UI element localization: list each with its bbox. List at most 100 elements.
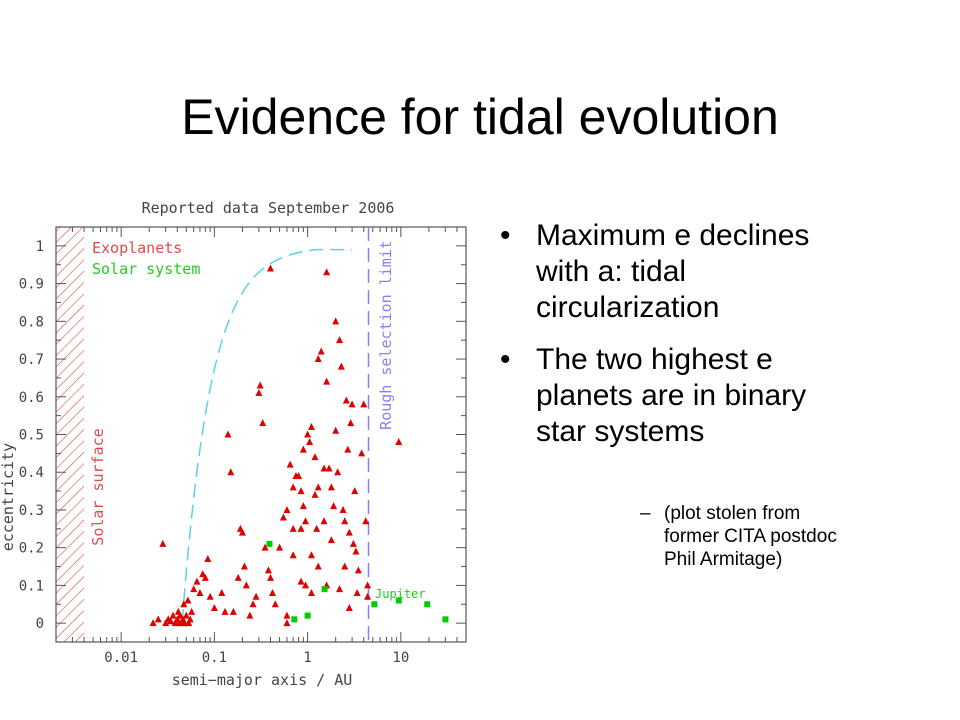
exoplanet-point (249, 600, 257, 608)
exoplanet-point (302, 581, 310, 589)
exoplanet-point (323, 377, 331, 385)
exoplanet-point (289, 551, 297, 559)
exoplanet-point (196, 588, 204, 596)
eccentricity-scatter-chart: Reported data September 2006 0.01 0.1 1 100… (0, 199, 467, 689)
exoplanet-point (218, 588, 226, 596)
exoplanet-point (332, 426, 340, 434)
exoplanet-point (347, 419, 355, 427)
bullet-item: • The two highest e planets are in binar… (492, 342, 862, 450)
legend-solar-system: Solar system (92, 260, 200, 278)
exoplanet-point (297, 524, 305, 532)
exoplanet-point (364, 592, 372, 600)
exoplanet-point (286, 460, 294, 468)
exoplanet-point (221, 607, 229, 615)
exoplanet-point (271, 600, 279, 608)
exoplanet-point (320, 517, 328, 525)
exoplanet-point (234, 573, 242, 581)
exoplanet-point (204, 555, 212, 562)
exoplanet-point (323, 268, 331, 276)
exoplanet-point (358, 449, 366, 457)
exoplanet-point (334, 468, 342, 476)
exoplanet-point (176, 611, 184, 619)
exoplanet-point (297, 577, 305, 585)
bullet-list: • Maximum e declines with a: tidal circu… (492, 218, 862, 466)
exoplanet-point (295, 472, 303, 479)
solar-system-point (442, 616, 449, 623)
exoplanet-point (240, 562, 248, 570)
exoplanet-point (259, 419, 267, 427)
solar-system-point (424, 601, 431, 608)
data-points (149, 264, 449, 627)
jupiter-label: Jupiter (375, 587, 426, 601)
exoplanet-point (186, 615, 194, 623)
exoplanet-point (149, 619, 157, 627)
x-tick-label: 1 (303, 650, 311, 666)
selection-limit-label: Rough selection limit (377, 240, 395, 430)
slide-title: Evidence for tidal evolution (181, 89, 779, 145)
exoplanet-point (199, 570, 207, 578)
exoplanet-point (337, 362, 345, 370)
solar-system-point (291, 616, 298, 623)
solar-system-point (266, 540, 273, 547)
exoplanet-point (268, 588, 276, 596)
exoplanet-point (242, 581, 250, 589)
exoplanet-point (299, 502, 307, 510)
exoplanet-point (227, 468, 235, 476)
exoplanet-point (283, 619, 291, 627)
exoplanet-point (184, 596, 192, 604)
exoplanet-point (256, 381, 264, 389)
exoplanet-point (306, 438, 314, 446)
exoplanet-point (255, 389, 263, 396)
exoplanet-point (190, 585, 198, 593)
exoplanet-point (206, 592, 214, 600)
exoplanet-point (341, 517, 349, 525)
y-tick-label: 0.2 (19, 541, 44, 557)
exoplanet-point (348, 400, 356, 408)
exoplanet-point (182, 611, 190, 619)
solar-system-point (395, 597, 402, 604)
exoplanet-point (154, 615, 162, 623)
solar-system-point (371, 601, 378, 608)
exoplanet-point (297, 487, 305, 495)
exoplanet-point (302, 517, 310, 525)
exoplanet-point (345, 528, 353, 536)
solar-surface-label: Solar surface (89, 428, 107, 545)
y-axis-label: eccentricity (0, 443, 17, 551)
exoplanet-point (320, 464, 328, 472)
exoplanet-point (344, 445, 352, 453)
exoplanet-point (314, 355, 322, 363)
tidal-limit-curve (181, 248, 353, 624)
y-tick-label: 1 (36, 239, 44, 255)
exoplanet-point (299, 445, 307, 453)
exoplanet-point (210, 604, 218, 612)
y-tick-label: 0.6 (19, 390, 44, 406)
bullet-item: • Maximum e declines with a: tidal circu… (492, 218, 862, 326)
y-tick-label: 0.5 (19, 428, 44, 444)
exoplanet-point (311, 490, 319, 498)
y-tick-label: 0.8 (19, 314, 44, 330)
exoplanet-point (267, 573, 275, 581)
exoplanet-point (283, 505, 291, 513)
exoplanet-point (279, 513, 287, 521)
exoplanet-point (364, 581, 372, 589)
exoplanet-point (167, 617, 175, 625)
exoplanet-point (354, 566, 362, 574)
exoplanet-point (332, 317, 340, 325)
exoplanet-point (336, 336, 344, 344)
solar-system-point (304, 612, 311, 619)
exoplanet-point (246, 611, 254, 619)
bullet-text: Maximum e declines with a: tidal circula… (536, 219, 810, 324)
exoplanet-point (360, 400, 368, 408)
exoplanet-point (353, 588, 361, 596)
sub-bullet-dash: – (640, 503, 651, 524)
exoplanet-point (283, 611, 291, 619)
bullet-text: The two highest e planets are in binary … (536, 343, 807, 448)
exoplanet-point (362, 517, 370, 525)
bullet-dot: • (500, 343, 511, 376)
y-tick-label: 0.7 (19, 352, 44, 368)
legend-exoplanets: Exoplanets (92, 239, 182, 257)
exoplanet-point (395, 438, 403, 446)
chart-title: Reported data September 2006 (142, 199, 395, 217)
exoplanet-point (169, 611, 177, 619)
exoplanet-point (188, 607, 196, 615)
